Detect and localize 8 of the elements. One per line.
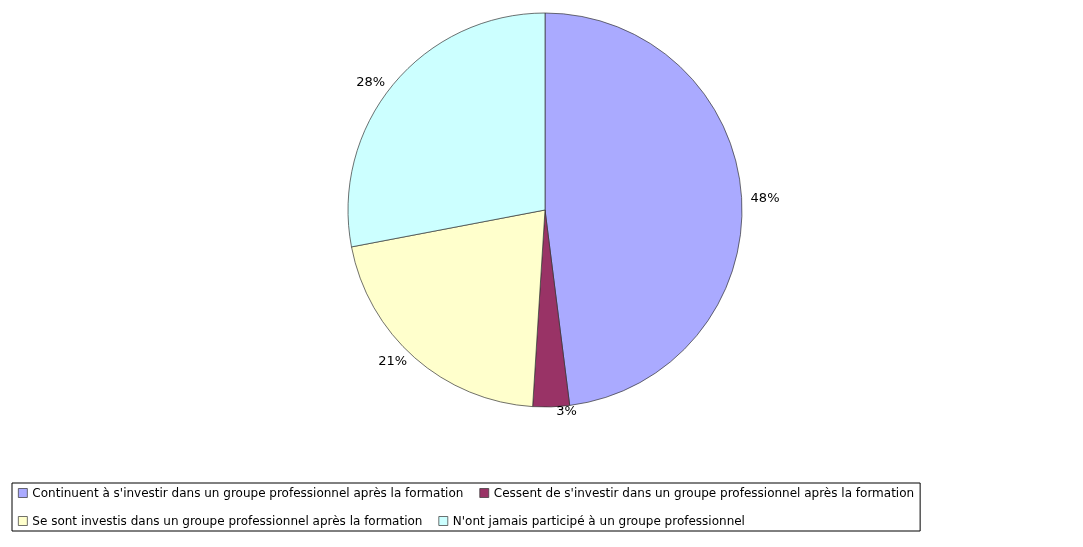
- data-label: 3%: [556, 403, 577, 419]
- legend-label: N'ont jamais participé à un groupe professionnel: [452, 514, 745, 528]
- legend-label: Cessent de s'investir dans un groupe professionnel après la formation: [493, 486, 915, 500]
- legend-label: Continuent à s'investir dans un groupe professionnel après la formation: [32, 486, 464, 500]
- data-label: 28%: [356, 74, 386, 90]
- data-label: 21%: [378, 353, 408, 369]
- legend-label: Se sont investis dans un groupe professionnel après la formation: [32, 514, 423, 528]
- data-label: 48%: [750, 189, 780, 205]
